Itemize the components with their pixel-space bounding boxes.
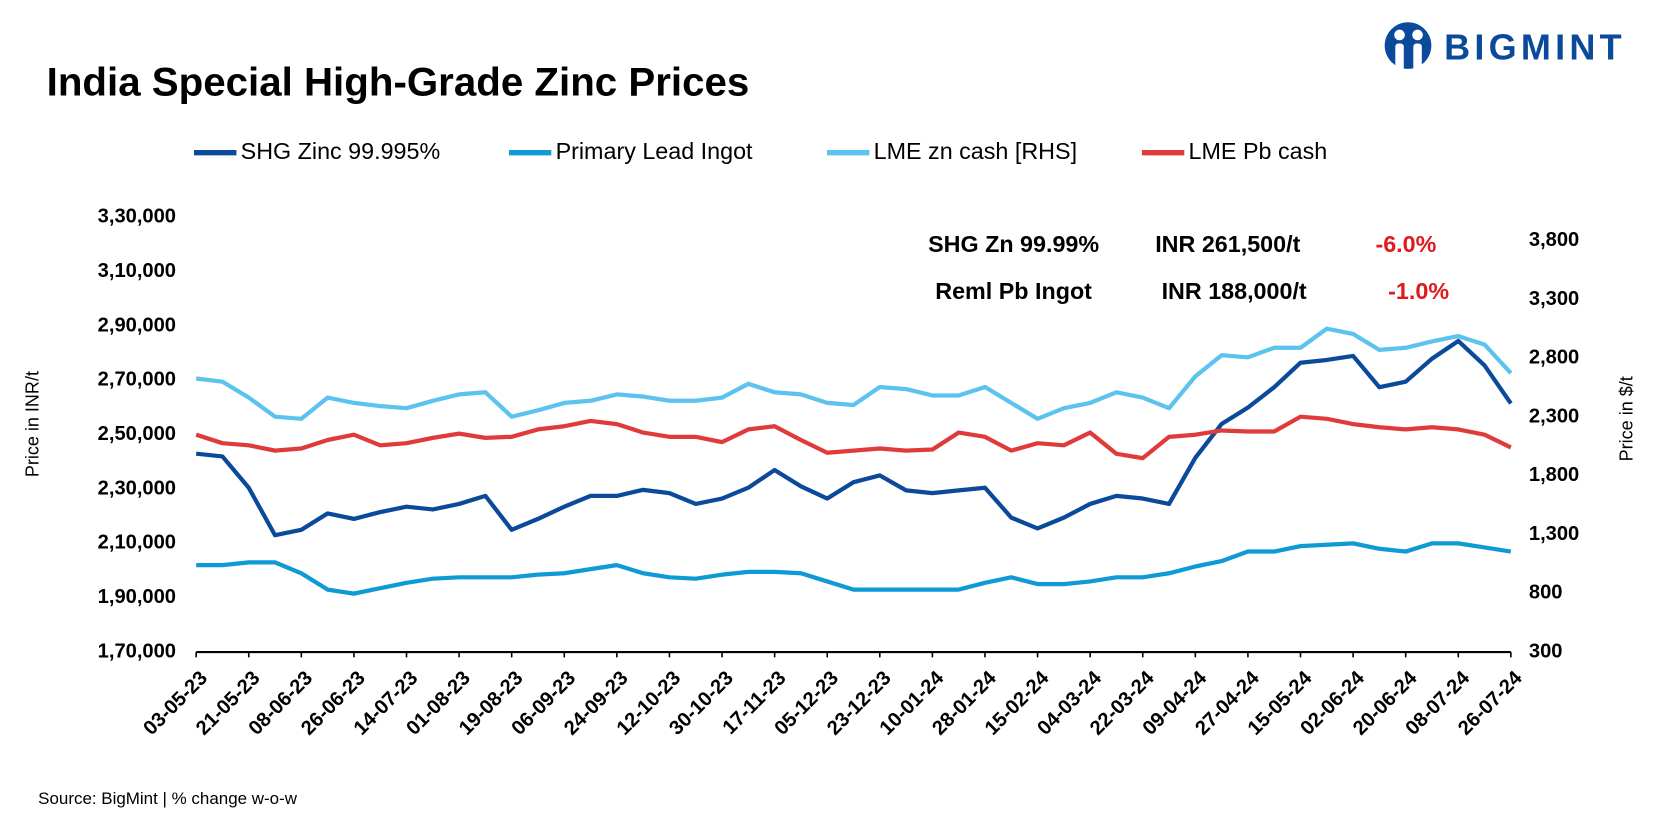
y-tick-label: 1,70,000 <box>98 640 176 662</box>
y-tick-label: 3,10,000 <box>98 260 176 282</box>
y2-tick-label: 2,800 <box>1529 347 1579 369</box>
y2-axis-label: Price in $/t <box>1616 376 1636 461</box>
annotation-text: -1.0% <box>1388 278 1449 304</box>
annotation-text: -6.0% <box>1375 231 1436 257</box>
y-tick-label: 3,30,000 <box>98 206 176 228</box>
y2-tick-label: 1,800 <box>1529 464 1579 486</box>
legend-label: LME Pb cash <box>1189 138 1328 164</box>
y-tick-label: 1,90,000 <box>98 586 176 608</box>
legend-label: SHG Zinc 99.995% <box>241 138 441 164</box>
y2-tick-label: 1,300 <box>1529 523 1579 545</box>
y-tick-label: 2,30,000 <box>98 477 176 499</box>
legend-label: LME zn cash [RHS] <box>874 138 1077 164</box>
logo-text: BIGMINT <box>1444 26 1626 67</box>
annotation-text: INR 261,500/t <box>1155 231 1300 257</box>
y2-tick-label: 3,800 <box>1529 229 1579 251</box>
annotation-text: INR 188,000/t <box>1162 278 1307 304</box>
chart-title: India Special High-Grade Zinc Prices <box>47 59 750 104</box>
y-tick-label: 2,10,000 <box>98 532 176 554</box>
source-note: Source: BigMint | % change w-o-w <box>38 789 298 808</box>
y2-tick-label: 300 <box>1529 640 1563 662</box>
y-tick-label: 2,70,000 <box>98 369 176 391</box>
y-tick-label: 2,50,000 <box>98 423 176 445</box>
annotation-text: SHG Zn 99.99% <box>928 231 1099 257</box>
series-line <box>195 338 1513 538</box>
y-axis-label: Price in INR/t <box>23 371 43 477</box>
annotation-text: Reml Pb Ingot <box>935 278 1092 304</box>
y2-tick-label: 800 <box>1529 582 1563 604</box>
legend-label: Primary Lead Ingot <box>556 138 753 164</box>
logo-icon <box>1384 22 1432 72</box>
y2-tick-label: 2,300 <box>1529 405 1579 427</box>
y2-tick-label: 3,300 <box>1529 288 1579 310</box>
y-tick-label: 2,90,000 <box>98 314 176 336</box>
series-line <box>195 326 1513 421</box>
series-line <box>196 541 1512 596</box>
series-line <box>195 414 1512 461</box>
